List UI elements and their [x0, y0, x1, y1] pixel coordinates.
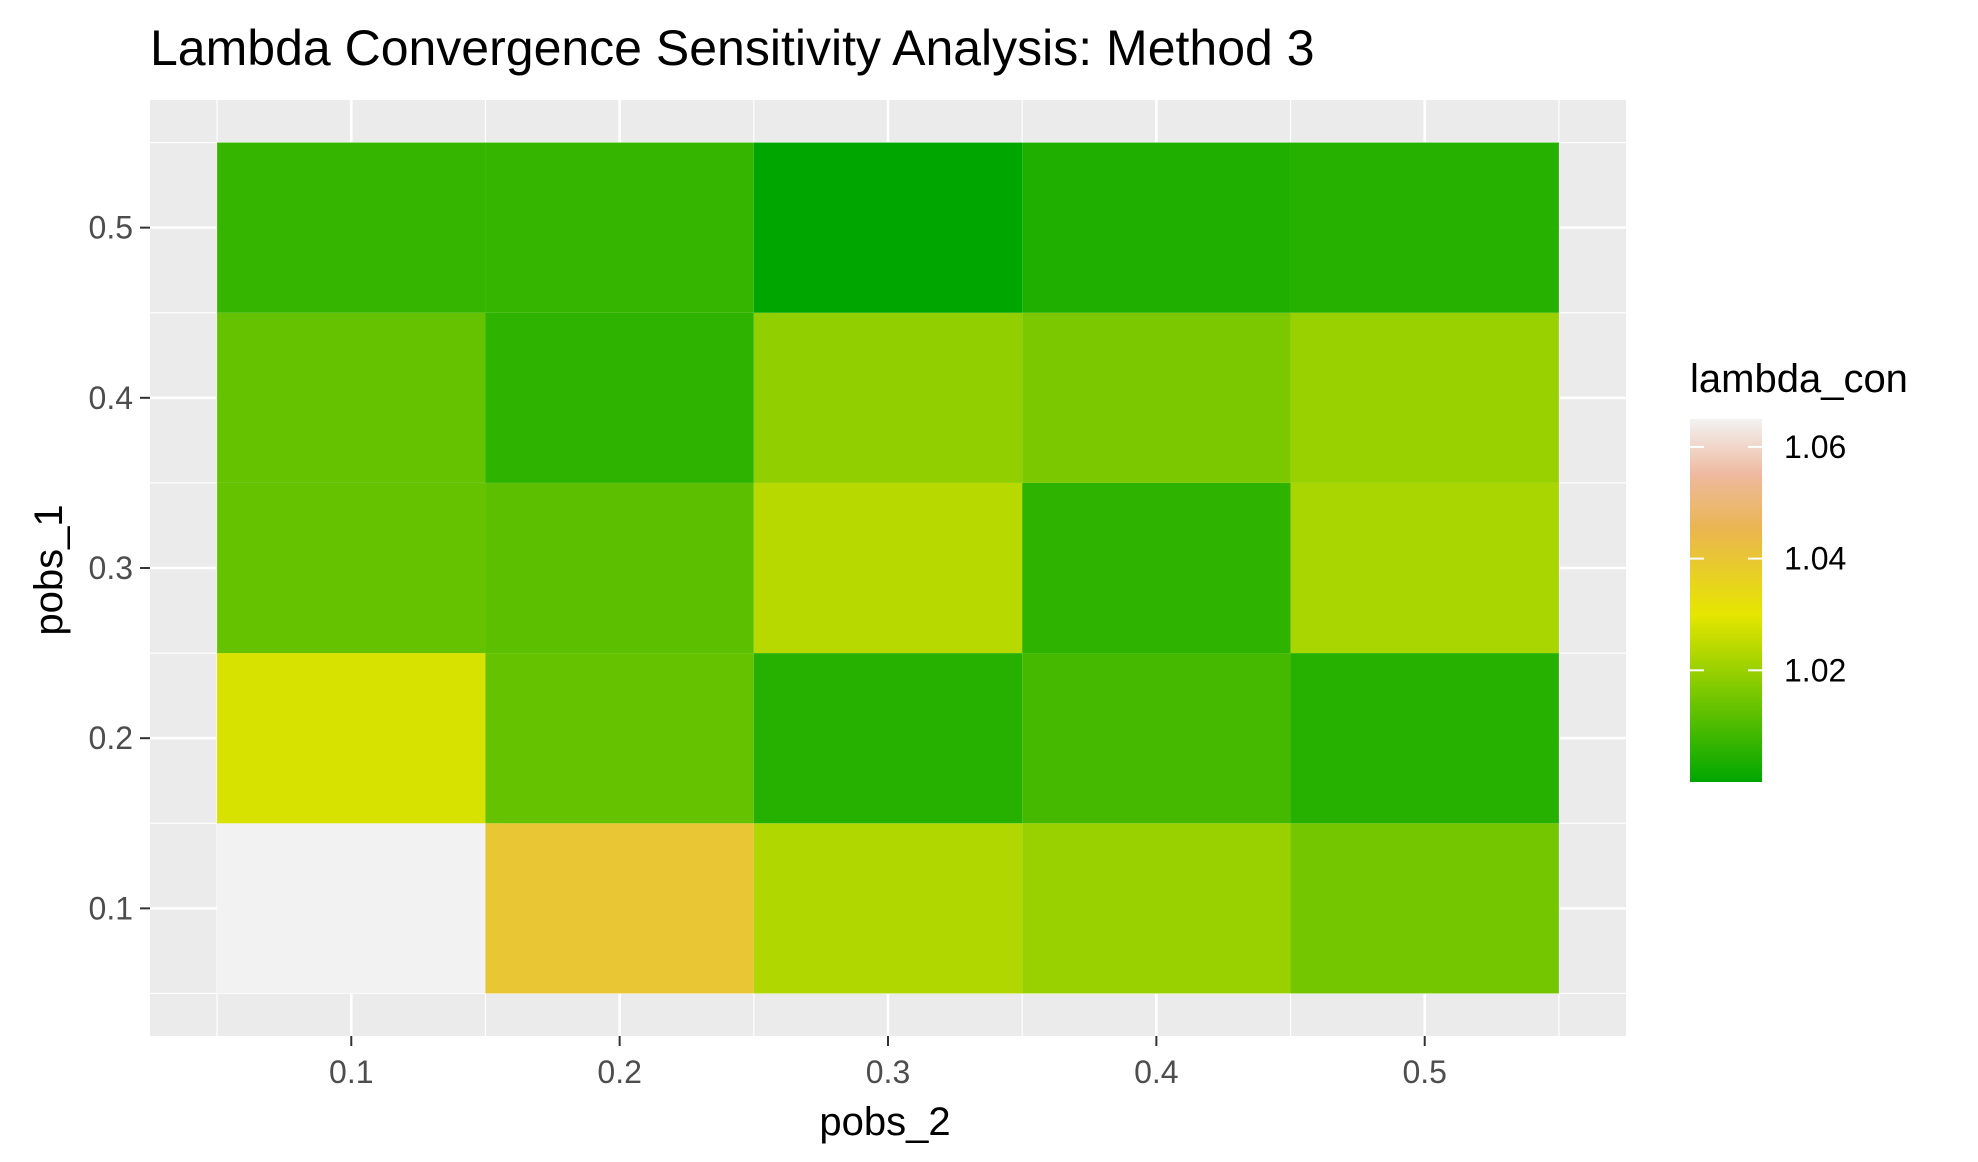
x-tick-label: 0.1: [329, 1054, 373, 1090]
legend: lambda_con 1.02 1.04 1.06: [1690, 357, 1908, 782]
heatmap-tile: [753, 312, 1023, 483]
heatmap-tile: [217, 823, 486, 994]
legend-tick-label: 1.06: [1784, 429, 1846, 465]
heatmap-tile: [753, 823, 1023, 994]
y-tick-label: 0.4: [89, 380, 133, 416]
heatmap-tile: [1022, 142, 1291, 313]
legend-tick-label: 1.04: [1784, 541, 1846, 577]
heatmap-tile: [485, 312, 754, 483]
heatmap-tile: [1290, 653, 1559, 824]
heatmap-tile: [485, 482, 754, 654]
heatmap-tile: [217, 482, 486, 654]
heatmap-tiles: [217, 142, 1559, 994]
heatmap-tile: [1022, 482, 1291, 654]
heatmap-tile: [753, 142, 1023, 313]
y-tick-label: 0.1: [89, 890, 133, 926]
heatmap-tile: [217, 142, 486, 313]
y-tick-label: 0.2: [89, 720, 133, 756]
heatmap-tile: [1022, 653, 1291, 824]
legend-title: lambda_con: [1690, 357, 1908, 401]
x-tick-label: 0.4: [1134, 1054, 1178, 1090]
legend-ticks: 1.02 1.04 1.06: [1690, 429, 1846, 688]
legend-tick-label: 1.02: [1784, 652, 1846, 688]
heatmap-tile: [753, 653, 1023, 824]
x-tick-label: 0.3: [866, 1054, 910, 1090]
legend-colorbar: [1690, 419, 1762, 782]
y-axis: 0.1 0.2 0.3 0.4 0.5: [89, 210, 150, 926]
heatmap-tile: [1290, 142, 1559, 313]
heatmap-tile: [753, 482, 1023, 654]
heatmap-tile: [1290, 823, 1559, 994]
heatmap-tile: [485, 142, 754, 313]
y-tick-label: 0.3: [89, 550, 133, 586]
heatmap-tile: [485, 823, 754, 994]
heatmap-tile: [217, 312, 486, 483]
x-tick-label: 0.5: [1402, 1054, 1446, 1090]
heatmap-tile: [1290, 312, 1559, 483]
y-tick-label: 0.5: [89, 210, 133, 246]
heatmap-tile: [485, 653, 754, 824]
y-axis-title: pobs_1: [27, 504, 71, 635]
heatmap-tile: [217, 653, 486, 824]
chart-title: Lambda Convergence Sensitivity Analysis:…: [150, 20, 1315, 76]
heatmap-tile: [1022, 823, 1291, 994]
x-axis: 0.1 0.2 0.3 0.4 0.5: [329, 1036, 1447, 1090]
heatmap-tile: [1290, 482, 1559, 654]
x-tick-label: 0.2: [597, 1054, 641, 1090]
heatmap-tile: [1022, 312, 1291, 483]
x-axis-title: pobs_2: [819, 1100, 950, 1144]
